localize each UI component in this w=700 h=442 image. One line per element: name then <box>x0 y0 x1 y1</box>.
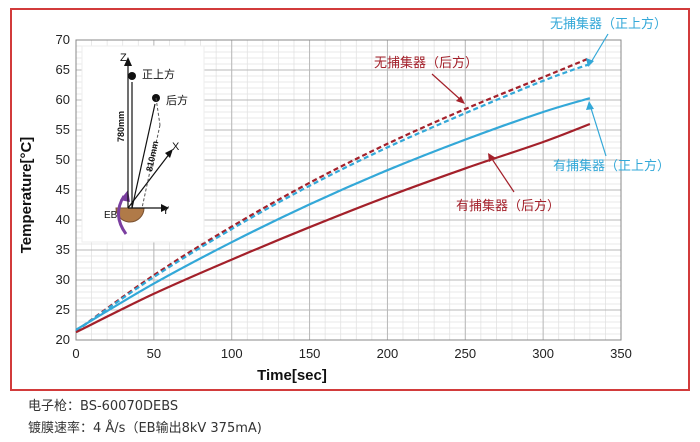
y-tick-label: 25 <box>56 302 70 317</box>
rear-sensor-line <box>131 103 156 209</box>
inset-label-780mm: 780mm <box>116 111 126 142</box>
series-line-4 <box>75 122 591 334</box>
x-tick-label: 100 <box>221 346 243 361</box>
y-tick-label: 35 <box>56 242 70 257</box>
label-no-collector-rear: 无捕集器（后方） <box>374 55 478 70</box>
y-tick-label: 50 <box>56 152 70 167</box>
label-collector-rear: 有捕集器（后方） <box>456 198 560 213</box>
rear-projection-dash <box>155 97 161 126</box>
inset-x-axis <box>127 152 171 209</box>
label-collector-top: 有捕集器（正上方） <box>553 158 670 173</box>
y-tick-label: 65 <box>56 62 70 77</box>
inset-label-eb: EB <box>104 210 118 221</box>
inset-label-z: Z <box>120 52 127 64</box>
inset-label-rear: 后方 <box>166 93 188 107</box>
axis-ticks: 0 50 100 150 200 250 300 350 20 25 30 35 40 45 50 55 60 6… <box>56 32 632 361</box>
label-no-collector-top: 无捕集器（正上方） <box>550 16 667 31</box>
inset-label-top: 正上方 <box>142 67 175 81</box>
rear-projection-dash-2 <box>141 124 161 209</box>
leader-no-collector-top <box>589 33 609 65</box>
chart-frame: 0 50 100 150 200 250 300 350 20 25 30 35 40 45 50 55 60 6… <box>10 8 690 391</box>
inset-y-arrow <box>161 204 169 212</box>
leader-collector-top <box>589 104 607 157</box>
y-tick-label: 20 <box>56 332 70 347</box>
x-tick-label: 0 <box>72 346 79 361</box>
x-tick-label: 50 <box>147 346 161 361</box>
x-axis-title: Time[sec] <box>257 367 327 384</box>
plot-area-border <box>75 39 622 341</box>
temperature-chart: 0 50 100 150 200 250 300 350 20 25 30 35 40 45 50 55 60 6… <box>18 16 670 384</box>
y-tick-label: 40 <box>56 212 70 227</box>
series-line-3 <box>75 97 591 331</box>
caption: 电子枪：BS-60070DEBS 镀膜速率：4 Å/s（EB输出8kV 375m… <box>28 396 262 440</box>
leader-collector-rear <box>489 155 515 193</box>
y-tick-label: 45 <box>56 182 70 197</box>
leader-collector-rear-arrow <box>488 153 496 162</box>
leader-no-collector-rear-arrow <box>456 96 465 104</box>
x-tick-label: 200 <box>377 346 399 361</box>
inset-label-y: Y <box>162 205 170 217</box>
caption-electron-gun: 电子枪：BS-60070DEBS <box>28 399 179 414</box>
annotations: 无捕集器（正上方） 无捕集器（后方） 有捕集器（正上方） 有捕集器（后方） <box>374 16 670 213</box>
top-sensor-dot <box>128 72 136 80</box>
x-tick-label: 350 <box>610 346 632 361</box>
leader-no-collector-top-arrow <box>586 58 594 67</box>
y-tick-label: 55 <box>56 122 70 137</box>
inset-z-arrow <box>124 57 132 66</box>
y-axis-title: Temperature[°C] <box>18 137 35 254</box>
series-line-2 <box>75 62 591 332</box>
leader-no-collector-rear <box>431 73 463 102</box>
x-tick-label: 250 <box>454 346 476 361</box>
y-tick-label: 70 <box>56 32 70 47</box>
inset-label-x: X <box>172 141 180 153</box>
x-tick-label: 150 <box>299 346 321 361</box>
series-line-1 <box>75 56 591 332</box>
y-tick-label: 60 <box>56 92 70 107</box>
leader-collector-top-arrow <box>586 101 594 110</box>
y-tick-label: 30 <box>56 272 70 287</box>
caption-deposition-rate: 镀膜速率：4 Å/s（EB输出8kV 375mA) <box>28 421 262 436</box>
inset-x-arrow <box>165 149 173 158</box>
sensor-position-inset: EB Z Y X 正上方 后方 780mm 810mm <box>81 45 205 243</box>
x-tick-label: 300 <box>532 346 554 361</box>
series-lines <box>75 56 591 334</box>
